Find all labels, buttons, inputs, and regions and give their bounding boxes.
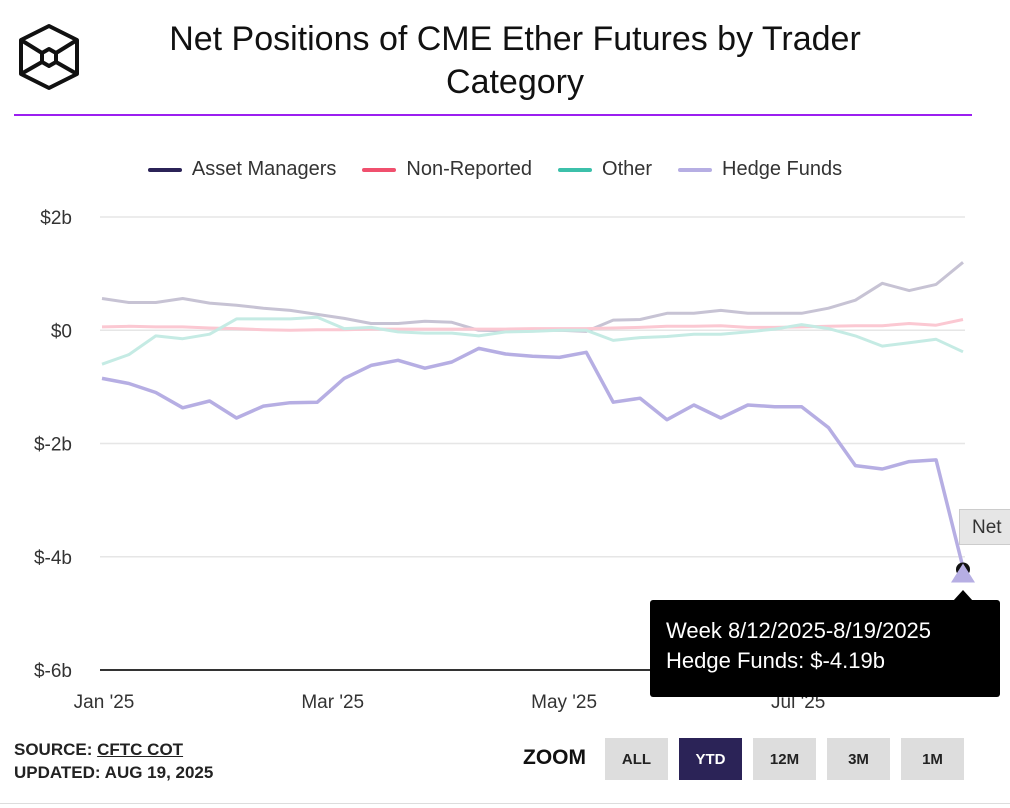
- legend-label: Other: [602, 158, 653, 180]
- y-tick-label: $-4b: [34, 548, 72, 569]
- legend-label: Non-Reported: [406, 158, 533, 180]
- zoom-1m-button[interactable]: 1M: [901, 738, 964, 780]
- legend-other[interactable]: Other: [558, 158, 652, 181]
- source-label: SOURCE:: [14, 740, 98, 759]
- legend-swatch: [558, 167, 593, 172]
- legend: Asset Managers Non-Reported Other Hedge …: [0, 158, 990, 181]
- tooltip-week: Week 8/12/2025-8/19/2025: [666, 618, 932, 643]
- x-tick-label: May '25: [531, 692, 597, 713]
- legend-label: Asset Managers: [191, 158, 337, 180]
- tooltip-arrow: [953, 590, 973, 601]
- zoom-12m-button[interactable]: 12M: [753, 738, 816, 780]
- chart-title: Net Positions of CME Ether Futures by Tr…: [169, 20, 861, 101]
- x-tick-label: Mar '25: [301, 692, 364, 713]
- zoom-3m-button[interactable]: 3M: [827, 738, 890, 780]
- zoom-label: ZOOM: [523, 746, 586, 769]
- partial-tooltip-net: Net: [959, 509, 1010, 545]
- legend-asset-managers[interactable]: Asset Managers: [147, 158, 337, 181]
- series-line-hedge-funds: [101, 346, 965, 568]
- zoom-all-button[interactable]: ALL: [605, 738, 668, 780]
- x-tick-label: Jan '25: [74, 692, 135, 713]
- source-link[interactable]: CFTC COT: [97, 740, 184, 759]
- y-tick-label: $-2b: [34, 435, 72, 456]
- tooltip-value: Hedge Funds: $-4.19b: [666, 648, 885, 673]
- updated-date: UPDATED: AUG 19, 2025: [14, 763, 214, 782]
- y-tick-label: $-6b: [34, 661, 72, 682]
- x-tick-label: Jul '25: [771, 692, 825, 713]
- y-tick-label: $0: [51, 321, 72, 342]
- legend-hedge-funds[interactable]: Hedge Funds: [678, 158, 842, 181]
- legend-swatch: [147, 167, 182, 172]
- legend-swatch: [362, 167, 397, 172]
- zoom-ytd-button[interactable]: YTD: [679, 738, 742, 780]
- legend-label: Hedge Funds: [722, 158, 843, 180]
- brand-logo: [19, 24, 79, 90]
- title-divider: [14, 114, 972, 116]
- tooltip: Week 8/12/2025-8/19/2025 Hedge Funds: $-…: [650, 600, 1000, 697]
- series-line-other: [101, 315, 964, 366]
- y-tick-label: $2b: [40, 208, 72, 229]
- source-info: SOURCE: CFTC COT UPDATED: AUG 19, 2025: [14, 738, 213, 784]
- bottom-divider: [0, 803, 1010, 804]
- legend-swatch: [678, 167, 713, 172]
- legend-non-reported[interactable]: Non-Reported: [362, 158, 532, 181]
- hover-marker: [951, 563, 975, 583]
